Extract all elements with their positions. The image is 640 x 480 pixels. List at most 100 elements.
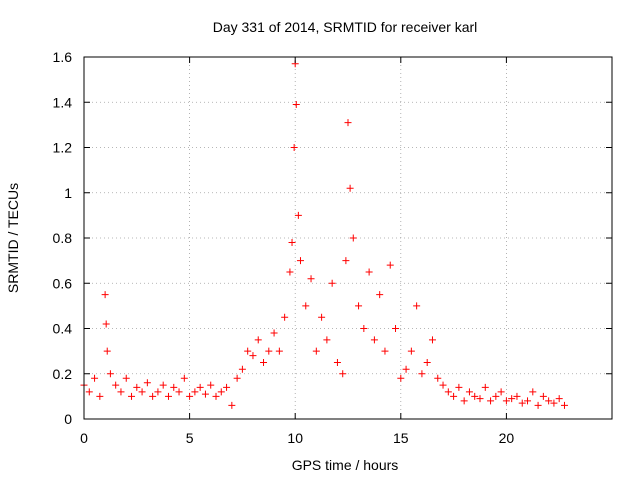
x-tick-label: 0: [80, 430, 88, 446]
y-tick-label: 0.2: [53, 366, 73, 382]
data-point: [381, 347, 389, 355]
data-point: [175, 388, 183, 396]
data-point: [128, 392, 136, 400]
data-point: [292, 101, 300, 109]
data-point: [265, 347, 273, 355]
axis-ticks: [83, 56, 612, 420]
data-point: [328, 279, 336, 287]
data-point: [497, 388, 505, 396]
y-axis-label: SRMTID / TECUs: [5, 183, 21, 293]
data-point: [450, 392, 458, 400]
data-point: [550, 399, 558, 407]
data-point: [233, 374, 241, 382]
data-point: [112, 381, 120, 389]
data-point: [133, 383, 141, 391]
data-point: [513, 392, 521, 400]
data-point: [91, 374, 99, 382]
data-point: [487, 397, 495, 405]
data-point: [476, 395, 484, 403]
data-point: [286, 268, 294, 276]
data-point: [360, 325, 368, 332]
data-point: [481, 383, 489, 391]
data-point: [502, 397, 510, 405]
data-point: [106, 370, 114, 378]
data-point: [529, 388, 537, 396]
data-point: [180, 374, 188, 382]
data-point: [302, 302, 310, 310]
data-point: [524, 397, 532, 405]
data-point: [444, 388, 452, 396]
data-point: [407, 347, 415, 355]
data-point: [349, 234, 357, 242]
data-point: [212, 392, 220, 400]
data-point: [102, 320, 110, 328]
data-point: [254, 336, 262, 344]
x-tick-label: 5: [186, 430, 194, 446]
y-tick-label: 1.4: [53, 94, 73, 110]
data-point: [471, 392, 479, 400]
x-axis-label: GPS time / hours: [292, 457, 399, 473]
y-tick-label: 0.6: [53, 275, 73, 291]
data-point: [296, 257, 304, 265]
y-tick-label: 1: [64, 185, 72, 201]
data-point: [346, 184, 354, 192]
data-point: [138, 388, 146, 396]
data-point: [376, 291, 384, 299]
data-point: [545, 397, 553, 405]
data-point: [508, 395, 516, 403]
grid: [84, 57, 612, 419]
data-point: [418, 370, 426, 378]
data-point: [460, 397, 468, 405]
data-point: [201, 390, 209, 398]
data-point: [428, 336, 436, 344]
y-tick-label: 1.6: [53, 49, 73, 65]
data-point: [196, 383, 204, 391]
data-point: [365, 268, 373, 276]
data-point: [290, 144, 298, 151]
data-point: [270, 329, 278, 337]
data-point: [333, 358, 341, 366]
data-point: [96, 392, 104, 400]
data-point: [159, 381, 167, 389]
data-point: [344, 119, 352, 127]
y-tick-label: 0.8: [53, 230, 73, 246]
data-point: [288, 239, 296, 247]
data-point: [339, 370, 347, 378]
data-point: [228, 401, 236, 409]
data-point: [249, 352, 257, 360]
data-point: [149, 392, 157, 400]
data-point: [397, 374, 405, 382]
data-point: [238, 365, 246, 373]
data-point: [392, 325, 400, 332]
data-point: [465, 388, 473, 396]
data-point: [103, 347, 111, 355]
data-point: [312, 347, 320, 355]
data-point: [560, 401, 568, 409]
data-point: [439, 381, 447, 389]
data-point: [402, 365, 410, 373]
data-point: [191, 388, 199, 396]
data-points: [80, 60, 568, 409]
data-point: [318, 313, 326, 321]
data-point: [217, 388, 225, 396]
data-point: [323, 336, 331, 344]
data-point: [307, 275, 315, 283]
tick-labels: 0 5 10 15 20 0 0.2 0.4 0.6 0.8 1 1.2 1.4 1.6: [53, 49, 515, 446]
data-point: [170, 383, 178, 391]
data-point: [355, 302, 363, 310]
data-point: [492, 392, 500, 400]
x-tick-label: 15: [393, 430, 409, 446]
data-point: [413, 302, 421, 310]
data-point: [370, 336, 378, 344]
data-point: [455, 383, 463, 391]
data-point: [122, 374, 130, 382]
data-point: [223, 383, 231, 391]
data-point: [154, 388, 162, 396]
data-point: [518, 399, 526, 407]
data-point: [101, 291, 109, 299]
data-point: [244, 347, 252, 355]
data-point: [294, 211, 302, 219]
data-point: [555, 395, 563, 403]
data-point: [434, 374, 442, 382]
